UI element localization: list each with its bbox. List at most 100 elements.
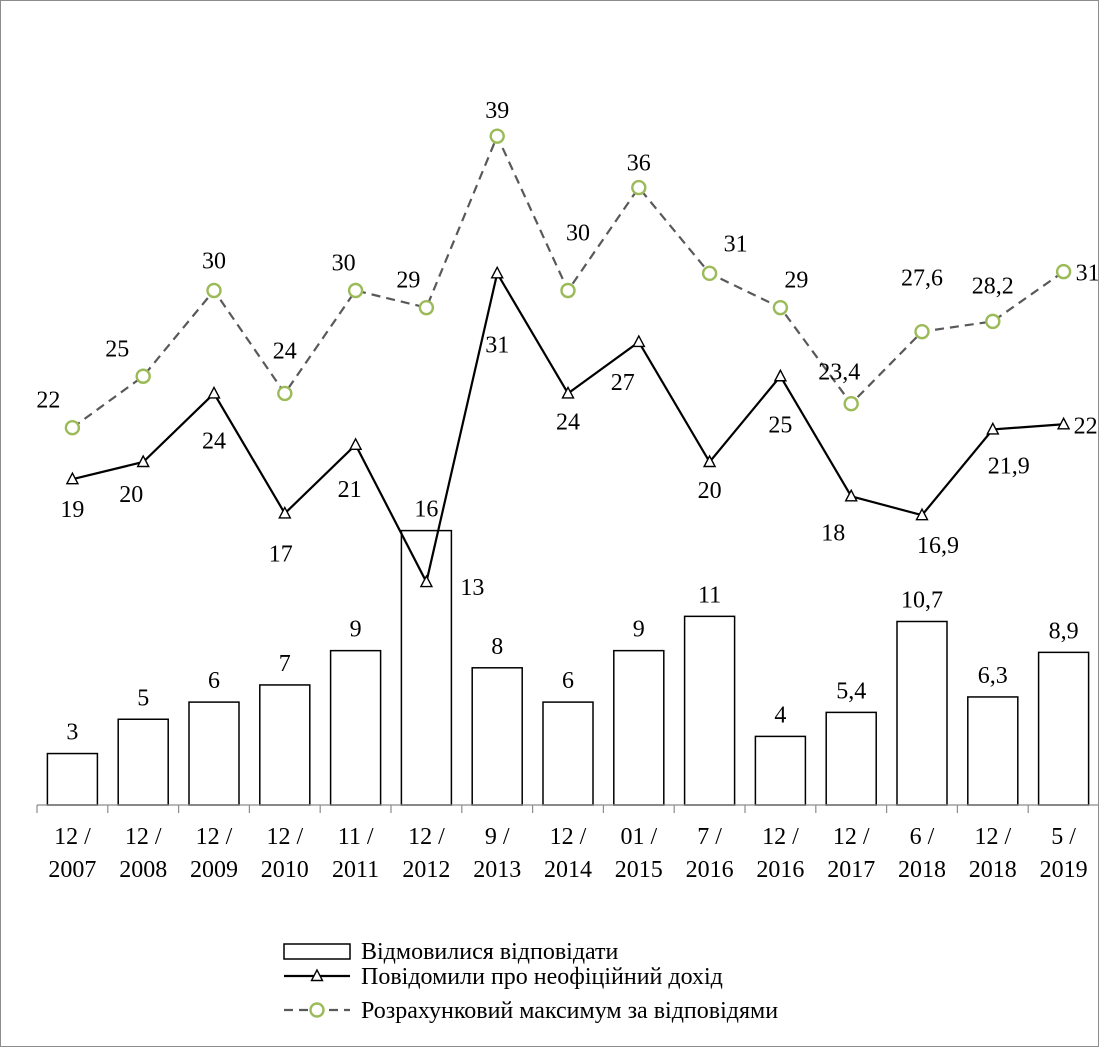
bar (542, 701, 594, 806)
x-tick-label: 01 / (620, 824, 657, 850)
line-value-label: 20 (698, 478, 722, 504)
triangle-marker (915, 507, 929, 521)
bar-value-label: 4 (774, 702, 786, 728)
line-value-label: 18 (821, 520, 845, 546)
bar-value-label: 9 (633, 617, 645, 643)
circle-marker (1055, 263, 1072, 280)
circle-marker (701, 265, 718, 282)
bar (683, 615, 736, 806)
bar-value-label: 11 (698, 582, 721, 608)
x-tick-label: 9 / (485, 824, 510, 850)
legend-label: Розрахунковий максимум за відповідями (361, 998, 778, 1024)
x-tick-label: 2015 (615, 857, 663, 883)
triangle-marker (1056, 416, 1071, 430)
circle-marker (206, 282, 222, 299)
line-value-label: 20 (119, 482, 143, 508)
x-tick-label: 2017 (827, 857, 875, 883)
legend-label: Повідомили про неофіційний дохід (361, 964, 723, 990)
bar-value-label: 10,7 (901, 587, 943, 613)
x-tick-label: 11 / (338, 824, 374, 850)
bar-value-label: 8,9 (1049, 618, 1079, 644)
line-value-label: 27,6 (901, 266, 943, 292)
x-tick-label: 12 / (266, 824, 303, 850)
line-value-label: 25 (768, 412, 792, 438)
line-value-label: 31 (724, 231, 748, 257)
legend-label: Відмовилися відповідати (361, 939, 619, 965)
bar-value-label: 5 (137, 685, 149, 711)
bar (754, 735, 807, 806)
bar-value-label: 9 (350, 617, 362, 643)
line-value-label: 21,9 (988, 453, 1030, 479)
circle-marker (560, 282, 576, 299)
line-value-label: 16,9 (917, 533, 959, 559)
bar (117, 718, 169, 806)
line-value-label: 30 (566, 221, 590, 247)
x-tick-label: 2010 (261, 857, 309, 883)
bar (329, 649, 382, 806)
x-tick-label: 12 / (550, 824, 587, 850)
x-tick-label: 2018 (898, 857, 946, 883)
legend-circle-marker (309, 1002, 325, 1018)
bar (825, 711, 877, 806)
x-tick-label: 2013 (473, 857, 521, 883)
x-tick-label: 2016 (686, 857, 734, 883)
line-value-label: 24 (556, 409, 580, 435)
triangle-marker (702, 454, 717, 468)
bar (400, 529, 453, 806)
bar (967, 696, 1019, 806)
bar (896, 620, 948, 806)
circle-marker (418, 299, 435, 316)
circle-marker (843, 395, 859, 412)
x-tick-label: 2011 (332, 857, 379, 883)
x-tick-label: 12 / (408, 824, 445, 850)
bar-value-label: 6 (208, 668, 220, 694)
bar (1037, 651, 1090, 806)
line-value-label: 24 (202, 428, 226, 454)
x-tick-label: 12 / (54, 824, 91, 850)
bar-value-label: 16 (414, 497, 438, 523)
line-value-label: 29 (784, 268, 808, 294)
x-tick-label: 2007 (48, 857, 96, 883)
triangle-marker (561, 385, 575, 399)
line-value-label: 30 (332, 251, 356, 277)
x-tick-label: 12 / (974, 824, 1011, 850)
bar-value-label: 7 (279, 651, 291, 677)
bar-value-label: 6,3 (978, 663, 1008, 689)
x-tick-label: 2014 (544, 857, 592, 883)
line-value-label: 28,2 (972, 273, 1014, 299)
triangle-marker (632, 334, 646, 348)
x-tick-label: 2009 (190, 857, 238, 883)
triangle-marker (986, 421, 1000, 435)
line-value-label: 23,4 (818, 360, 860, 386)
line-value-label: 30 (202, 249, 226, 275)
line-value-label: 29 (396, 268, 420, 294)
bar-value-label: 8 (491, 634, 503, 660)
bar (188, 701, 240, 806)
circle-marker (277, 385, 293, 402)
triangle-marker (419, 574, 434, 588)
line-value-label: 21 (338, 477, 362, 503)
line-value-label: 31,1 (1076, 261, 1098, 287)
line-value-label: 13 (460, 575, 484, 601)
circle-marker (985, 313, 1001, 330)
bar-value-label: 3 (66, 720, 78, 746)
x-tick-label: 2018 (969, 857, 1017, 883)
x-tick-label: 2008 (119, 857, 167, 883)
bar (46, 752, 99, 806)
line-value-label: 31 (485, 332, 509, 358)
legend-triangle-marker (310, 968, 324, 982)
triangle-marker (278, 505, 292, 519)
bar-value-label: 6 (562, 668, 574, 694)
line-value-label: 39 (485, 98, 509, 124)
x-tick-label: 12 / (762, 824, 799, 850)
x-tick-label: 2012 (402, 857, 450, 883)
x-tick-label: 2019 (1040, 857, 1088, 883)
line-value-label: 22 (36, 388, 60, 414)
x-tick-label: 2016 (756, 857, 804, 883)
triangle-marker (207, 385, 221, 399)
bar (613, 649, 665, 806)
x-tick-label: 12 / (833, 824, 870, 850)
bar (471, 667, 523, 806)
